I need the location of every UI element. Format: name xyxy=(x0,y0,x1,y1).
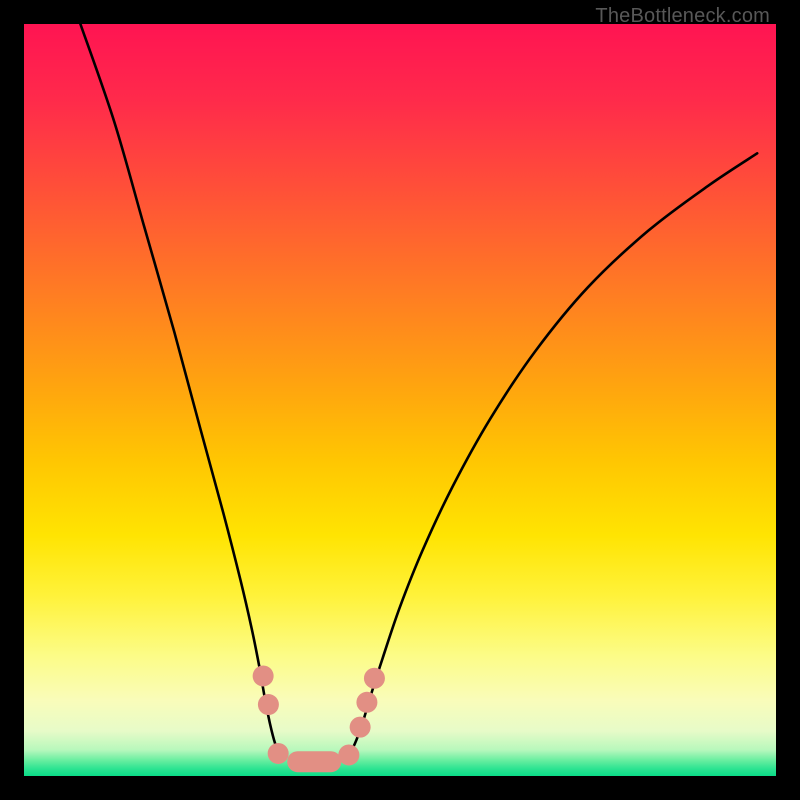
bottom-marker-dot xyxy=(350,717,371,738)
bottom-marker-dot xyxy=(258,694,279,715)
bottom-marker-dot xyxy=(364,668,385,689)
plot-svg xyxy=(24,24,776,776)
bottom-marker-dot xyxy=(253,665,274,686)
gradient-background xyxy=(24,24,776,776)
bottom-marker-dot xyxy=(356,692,377,713)
watermark-text: TheBottleneck.com xyxy=(595,5,770,28)
bottom-marker-bar xyxy=(287,751,341,772)
plot-area xyxy=(24,24,776,776)
green-bottom-strip xyxy=(24,750,776,776)
bottom-marker-dot xyxy=(268,743,289,764)
bottom-marker-dot xyxy=(338,744,359,765)
